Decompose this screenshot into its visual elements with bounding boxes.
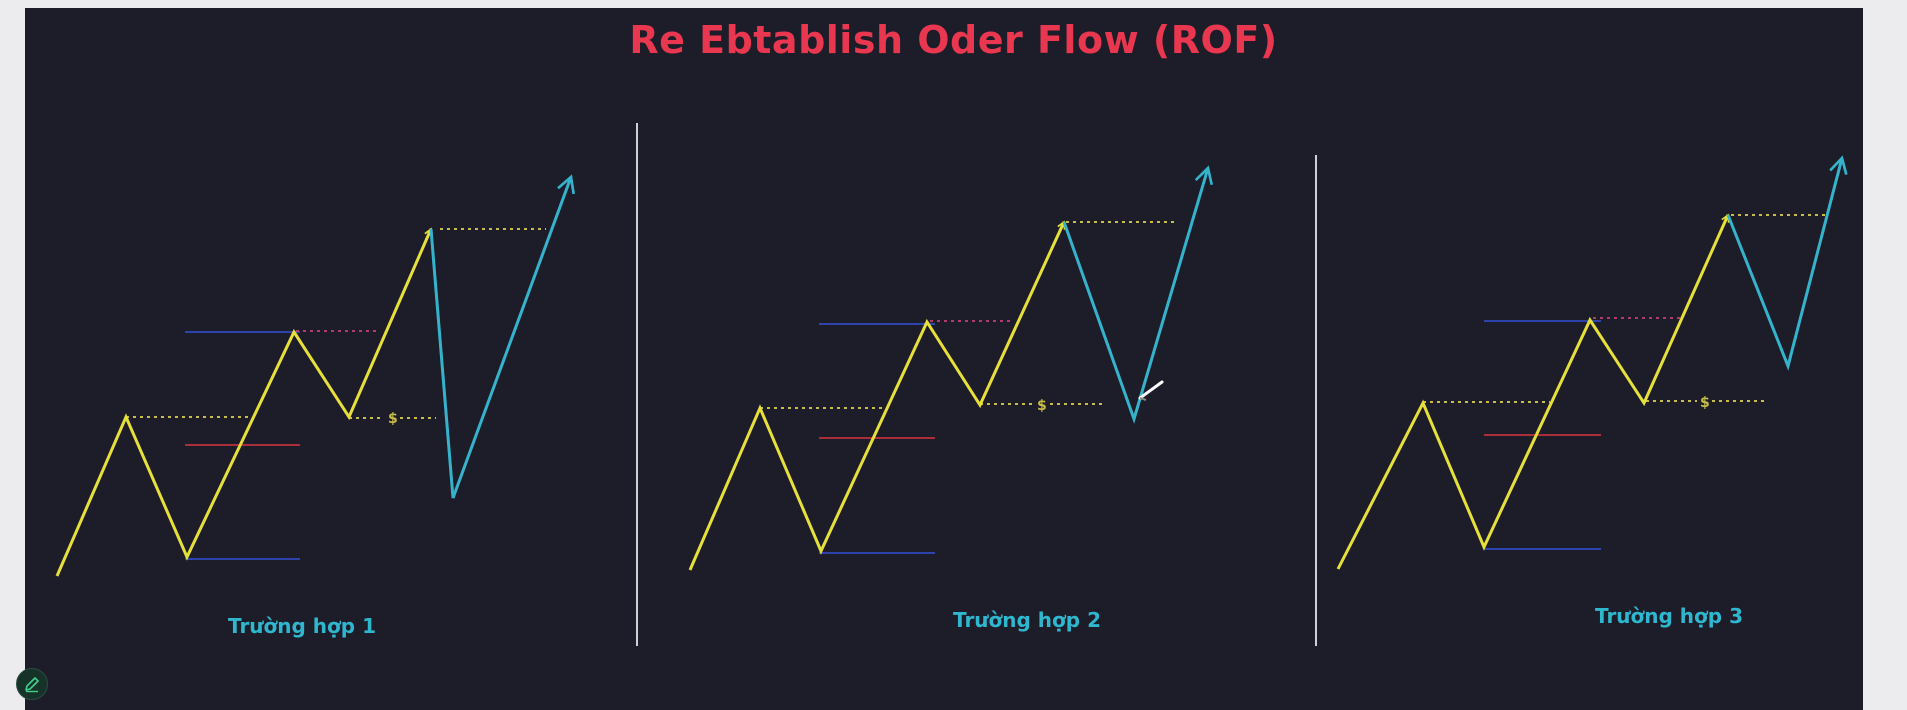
case-3-diagram: $ <box>1336 155 1848 570</box>
case-3-label: Trường hợp 3 <box>1595 604 1743 628</box>
edit-button[interactable] <box>16 668 48 700</box>
case-1-diagram: $ <box>55 174 575 577</box>
window-edge <box>1863 0 1907 710</box>
case-2-label: Trường hợp 2 <box>953 608 1101 632</box>
case-2-diagram: $ <box>688 165 1214 571</box>
pencil-icon <box>25 677 39 693</box>
case-1-impulse-leg <box>55 229 431 577</box>
case-2-impulse-leg <box>688 222 1064 571</box>
case-3-impulse-leg <box>1336 215 1728 570</box>
case-2-liquidity-mark: $ <box>1037 398 1047 414</box>
case-3-liquidity-mark: $ <box>1700 395 1710 411</box>
slide-canvas <box>25 8 1863 710</box>
case-1-continuation-leg <box>429 174 575 499</box>
case-3-continuation-leg <box>1726 155 1848 371</box>
case-1-label: Trường hợp 1 <box>228 614 376 638</box>
page-title: Re Ebtablish Oder Flow (ROF) <box>629 18 1278 62</box>
case-1-liquidity-mark: $ <box>388 411 398 427</box>
mouse-cursor <box>1138 380 1164 401</box>
case-2-continuation-leg <box>1062 165 1214 424</box>
